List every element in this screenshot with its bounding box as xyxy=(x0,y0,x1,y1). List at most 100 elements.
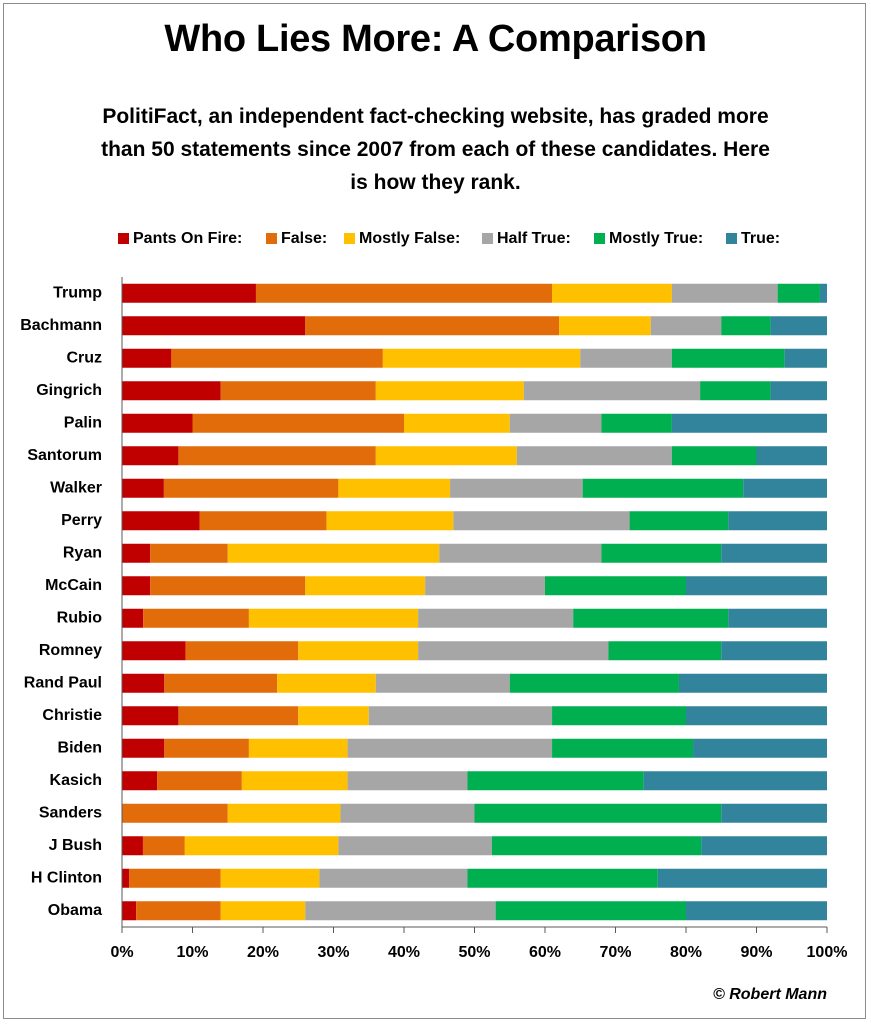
x-tick-label: 0% xyxy=(110,944,133,961)
bar-segment xyxy=(375,381,524,401)
bar-segment xyxy=(248,738,348,758)
bar-segment xyxy=(347,738,553,758)
bar-segment xyxy=(298,641,419,661)
bar-segment xyxy=(573,608,729,628)
bar-segment xyxy=(164,738,249,758)
category-label: Palin xyxy=(64,414,102,431)
bar-segment xyxy=(122,543,151,563)
legend-swatch xyxy=(118,233,129,244)
bar-segment xyxy=(122,901,137,921)
bar-segment xyxy=(509,673,679,693)
category-label: Obama xyxy=(48,902,102,919)
bar-segment xyxy=(418,608,574,628)
bar-segment xyxy=(150,543,228,563)
bar-segment xyxy=(122,413,193,433)
bar-segment xyxy=(122,608,144,628)
legend-label: Half True: xyxy=(497,230,571,247)
bar-segment xyxy=(721,316,771,336)
bar-segment xyxy=(721,543,827,563)
x-tick-label: 20% xyxy=(247,944,279,961)
category-label: Rand Paul xyxy=(24,674,102,691)
bar-segment xyxy=(375,446,517,466)
category-label: Rubio xyxy=(57,609,103,626)
bar-segment xyxy=(580,348,672,368)
bar-segment xyxy=(770,316,827,336)
category-label: McCain xyxy=(45,577,102,594)
bar-segment xyxy=(326,511,454,531)
bar-segment xyxy=(777,283,820,303)
bar-segment xyxy=(491,836,702,856)
bar-segment xyxy=(425,576,545,596)
bar-segment xyxy=(582,478,744,498)
bar-segment xyxy=(686,901,827,921)
bar-segment xyxy=(643,771,827,791)
bar-segment xyxy=(220,868,320,888)
x-tick-label: 10% xyxy=(176,944,208,961)
bar-segment xyxy=(241,771,348,791)
bar-segment xyxy=(678,673,827,693)
category-label: Perry xyxy=(61,512,102,529)
category-label: Sanders xyxy=(39,804,102,821)
bar-segment xyxy=(122,673,165,693)
bar-segment xyxy=(298,706,369,726)
bar-segment xyxy=(552,738,694,758)
bar-segment xyxy=(122,283,256,303)
bar-segment xyxy=(184,836,339,856)
bar-segment xyxy=(671,446,757,466)
bar-segment xyxy=(701,836,827,856)
bar-segment xyxy=(338,478,451,498)
category-label: Trump xyxy=(53,284,102,301)
bar-segment xyxy=(178,446,376,466)
bar-segment xyxy=(686,706,827,726)
bar-segment xyxy=(340,803,475,823)
bar-segment xyxy=(629,511,729,531)
bar-segment xyxy=(418,641,609,661)
bar-segment xyxy=(199,511,327,531)
category-label: J Bush xyxy=(49,837,102,854)
bar-segment xyxy=(450,478,583,498)
bar-segment xyxy=(509,413,602,433)
legend-label: True: xyxy=(741,230,780,247)
bar-segment xyxy=(122,771,158,791)
bar-segment xyxy=(671,283,778,303)
bar-segment xyxy=(784,348,827,368)
bar-segment xyxy=(495,901,686,921)
bar-segment xyxy=(347,771,468,791)
bar-segment xyxy=(227,543,440,563)
bar-segment xyxy=(770,381,827,401)
x-tick-label: 70% xyxy=(599,944,631,961)
chart-credit: © Robert Mann xyxy=(712,986,827,1003)
bar-segment xyxy=(743,478,827,498)
chart-title: Who Lies More: A Comparison xyxy=(164,18,707,60)
bar-segment xyxy=(552,706,686,726)
bar-segment xyxy=(143,608,249,628)
bar-segment xyxy=(122,316,306,336)
bar-segment xyxy=(693,738,827,758)
legend-swatch xyxy=(726,233,737,244)
bar-segment xyxy=(382,348,581,368)
bar-segment xyxy=(185,641,299,661)
bar-segment xyxy=(608,641,722,661)
bar-segment xyxy=(671,413,827,433)
bar-segment xyxy=(122,446,179,466)
category-label: Kasich xyxy=(50,772,102,789)
legend-swatch xyxy=(482,233,493,244)
legend-label: Pants On Fire: xyxy=(133,230,242,247)
bar-segment xyxy=(700,381,771,401)
bar-segment xyxy=(305,901,496,921)
legend-label: False: xyxy=(281,230,327,247)
bar-segment xyxy=(157,771,242,791)
legend-swatch xyxy=(594,233,605,244)
bar-segment xyxy=(338,836,492,856)
bar-segment xyxy=(129,868,221,888)
bar-segment xyxy=(404,413,510,433)
bar-segment xyxy=(721,803,827,823)
bar-segment xyxy=(122,641,186,661)
bar-segment xyxy=(122,348,172,368)
bar-segment xyxy=(523,381,701,401)
bar-segment xyxy=(136,901,221,921)
bar-segment xyxy=(819,283,827,303)
legend-label: Mostly True: xyxy=(609,230,703,247)
bar-segment xyxy=(192,413,404,433)
